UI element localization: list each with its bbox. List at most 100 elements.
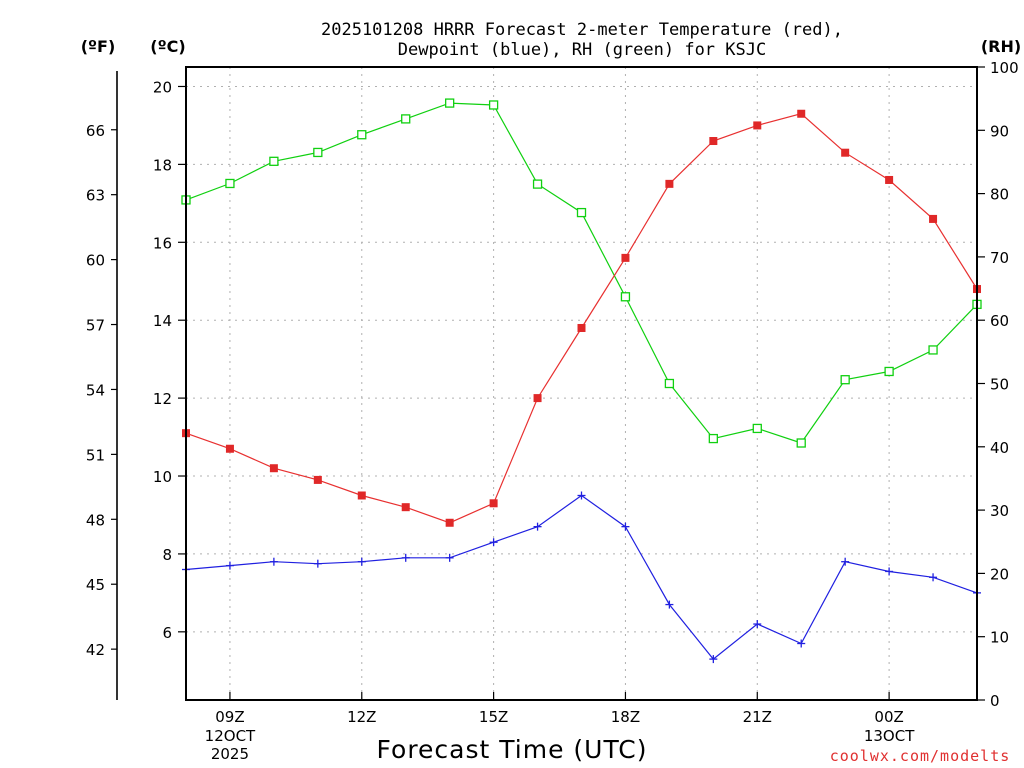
celsius-tick-label: 8: [162, 546, 172, 564]
dewpoint-series-point: [357, 557, 366, 566]
rh-tick-label: 40: [990, 439, 1009, 457]
celsius-tick-label: 18: [153, 156, 172, 174]
axes: 6 8 10 12 14 16 18 20 42 45 48 51 54 57 60 63 66 0 10 20 30 4…: [86, 59, 1019, 763]
rh-series-point: [401, 114, 411, 124]
rh-series-point: [313, 147, 323, 158]
celsius-tick-label: 14: [153, 312, 172, 330]
x-tick-label: 00Z: [874, 708, 903, 726]
rh-axis-unit: (RH): [981, 37, 1021, 56]
chart-title-line-1: 2025101208 HRRR Forecast 2-meter Tempera…: [321, 20, 843, 40]
chart-title: 2025101208 HRRR Forecast 2-meter Tempera…: [321, 20, 843, 60]
fahrenheit-tick-label: 63: [86, 187, 105, 205]
fahrenheit-tick-label: 45: [86, 576, 105, 594]
source-watermark: coolwx.com/modelts: [830, 747, 1011, 765]
temperature-series-point: [929, 214, 938, 223]
temperature-series-point: [841, 148, 850, 157]
temperature-series-point: [357, 491, 366, 500]
rh-series-point: [357, 130, 367, 140]
rh-tick-label: 100: [990, 59, 1019, 77]
fahrenheit-tick-label: 60: [86, 252, 105, 270]
celsius-tick-label: 20: [153, 78, 172, 96]
x-tick-date-label: 13OCT: [864, 727, 915, 745]
rh-tick-label: 80: [990, 186, 1009, 204]
rh-series-point: [884, 366, 894, 377]
x-tick-date-label: 12OCT: [205, 727, 256, 745]
rh-series-point: [928, 345, 938, 355]
rh-tick-label: 70: [990, 249, 1009, 267]
rh-tick-label: 50: [990, 376, 1009, 394]
x-axis-title: Forecast Time (UTC): [377, 735, 648, 764]
dewpoint-series-point: [577, 491, 586, 500]
dewpoint-series-point: [401, 553, 410, 562]
temperature-series-point: [313, 475, 322, 484]
temperature-series-point: [489, 499, 498, 508]
celsius-tick-label: 10: [153, 468, 172, 486]
x-tick-label: 15Z: [479, 708, 508, 726]
rh-series-point: [225, 178, 235, 189]
x-tick-label: 09Z: [215, 708, 244, 726]
temperature-series-point: [753, 121, 762, 130]
dewpoint-series-point: [797, 639, 806, 648]
rh-series-point: [840, 375, 850, 385]
rh-series-point: [752, 423, 762, 434]
dewpoint-series-point: [929, 573, 938, 582]
x-tick-label: 12Z: [347, 708, 376, 726]
temperature-series-point: [269, 464, 278, 473]
rh-tick-label: 90: [990, 122, 1009, 140]
plot-frame: [185, 66, 978, 701]
dewpoint-series-point: [225, 561, 234, 570]
dewpoint-series-point: [709, 655, 718, 664]
temperature-series-point: [709, 137, 718, 146]
fahrenheit-tick-label: 66: [86, 122, 105, 140]
temperature-series-point: [797, 109, 806, 118]
temperature-series-point: [577, 323, 586, 332]
temperature-series-point: [445, 518, 454, 527]
dewpoint-series-point: [621, 522, 630, 531]
temperature-series-line: [185, 113, 978, 524]
celsius-tick-label: 6: [162, 624, 172, 642]
dewpoint-series-point: [269, 557, 278, 566]
temperature-series-point: [665, 179, 674, 188]
rh-series-point: [269, 156, 279, 166]
grid-lines: [186, 67, 977, 700]
rh-tick-label: 30: [990, 502, 1009, 520]
temperature-series-point: [621, 253, 630, 262]
dewpoint-series-point: [665, 600, 674, 609]
chart-title-line-2: Dewpoint (blue), RH (green) for KSJC: [398, 40, 766, 60]
rh-tick-label: 60: [990, 312, 1009, 330]
fahrenheit-tick-label: 54: [86, 381, 105, 399]
rh-series-point: [708, 433, 718, 444]
rh-series-point: [796, 438, 806, 448]
dewpoint-series-line: [185, 494, 978, 660]
x-tick-label: 18Z: [611, 708, 640, 726]
fahrenheit-tick-label: 51: [86, 446, 105, 464]
dewpoint-series-point: [753, 620, 762, 629]
fahrenheit-tick-label: 48: [86, 511, 105, 529]
celsius-axis-unit: (ºC): [150, 37, 185, 56]
data-series: [181, 98, 982, 664]
dewpoint-series-point: [445, 553, 454, 562]
x-tick-label: 21Z: [743, 708, 772, 726]
rh-series-point: [445, 98, 455, 108]
x-tick-date-label: 2025: [211, 745, 249, 763]
rh-series-point: [664, 378, 675, 389]
rh-series-line: [185, 102, 978, 444]
rh-series-point: [620, 292, 631, 302]
rh-tick-label: 20: [990, 565, 1009, 583]
rh-tick-label: 0: [990, 692, 1000, 710]
rh-series-point: [532, 179, 543, 189]
dewpoint-series-point: [533, 522, 542, 531]
temperature-series-point: [885, 175, 894, 184]
rh-series-point: [488, 100, 499, 110]
temperature-series-point: [533, 394, 542, 403]
dewpoint-series-point: [841, 557, 850, 566]
fahrenheit-tick-label: 57: [86, 317, 105, 335]
fahrenheit-axis-unit: (ºF): [81, 37, 116, 56]
temperature-series-point: [225, 444, 234, 453]
fahrenheit-tick-label: 42: [86, 641, 105, 659]
rh-series-point: [576, 207, 587, 218]
temperature-series-point: [401, 503, 410, 512]
rh-tick-label: 10: [990, 629, 1009, 647]
